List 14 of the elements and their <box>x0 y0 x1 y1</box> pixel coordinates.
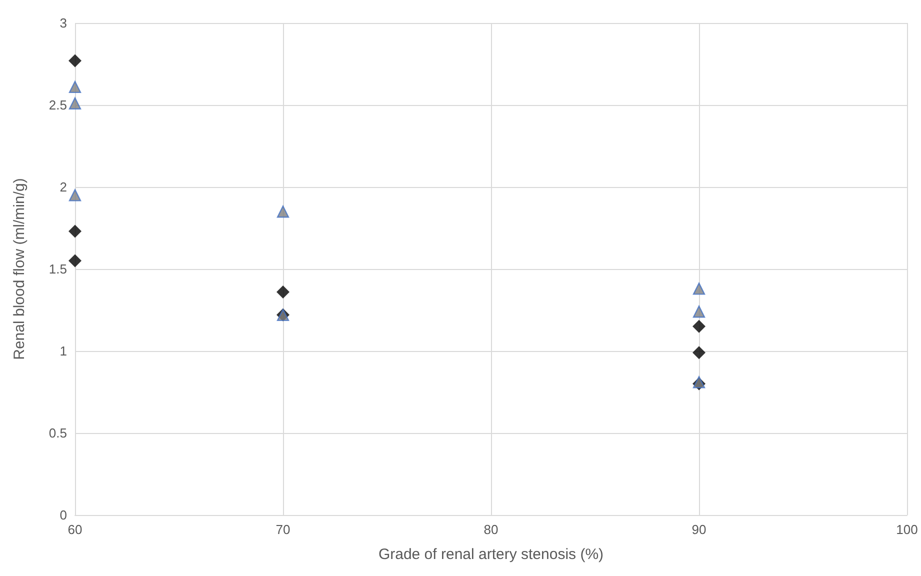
y-tick-label: 1.5 <box>48 262 67 276</box>
x-tick-label: 70 <box>276 522 290 537</box>
x-tick-label: 80 <box>484 522 498 537</box>
y-tick-label: 0 <box>60 508 67 522</box>
x-tick-label: 100 <box>896 522 918 537</box>
x-tick-label: 90 <box>692 522 706 537</box>
y-axis-title: Renal blood flow (ml/min/g) <box>11 178 28 360</box>
x-axis-title: Grade of renal artery stenosis (%) <box>378 546 604 563</box>
x-tick-label: 60 <box>68 522 82 537</box>
y-tick-label: 1 <box>60 344 67 358</box>
y-tick-label: 2 <box>60 180 67 194</box>
y-tick-label: 2.5 <box>48 98 67 112</box>
y-tick-label: 3 <box>60 16 67 30</box>
y-tick-label: 0.5 <box>48 426 67 440</box>
